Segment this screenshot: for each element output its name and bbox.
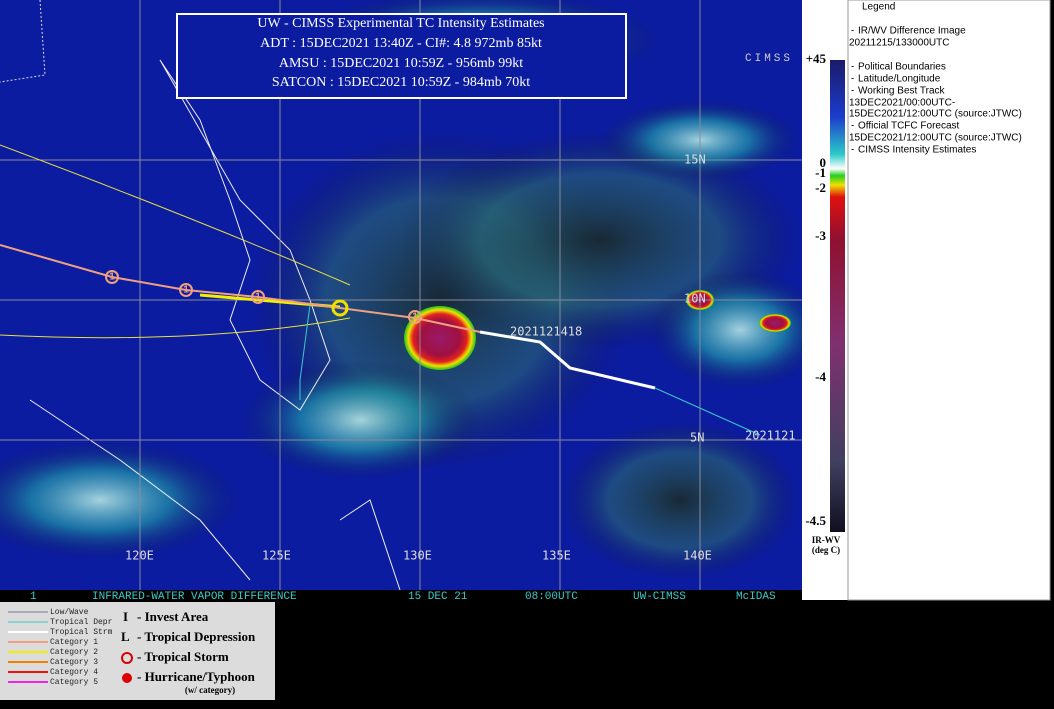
lon-label: 140E xyxy=(683,549,712,563)
side-legend-item: 13DEC2021/00:00UTC- xyxy=(849,98,955,109)
track-marker xyxy=(251,290,265,304)
side-legend-dash: - xyxy=(851,62,854,73)
side-legend-item: 15DEC2021/12:00UTC (source:JTWC) xyxy=(849,109,1022,120)
track-marker-label: 1 xyxy=(412,312,418,323)
key-glyph xyxy=(122,673,132,683)
header-box: UW - CIMSS Experimental TC Intensity Est… xyxy=(176,13,627,99)
key-glyph: L xyxy=(121,629,130,644)
track-marker xyxy=(179,283,193,297)
lat-label: 15N xyxy=(684,153,706,167)
track-marker xyxy=(408,310,422,324)
colorbar xyxy=(830,60,845,532)
key-glyph xyxy=(121,652,133,664)
footer-source: UW-CIMSS xyxy=(633,591,686,603)
colorbar-label: 0 xyxy=(820,155,827,170)
track-marker xyxy=(105,270,119,284)
lat-label: 10N xyxy=(684,292,706,306)
side-legend-title: Legend xyxy=(862,2,895,13)
key-symbol-label: - Tropical Storm xyxy=(137,649,229,664)
lon-label: 120E xyxy=(125,549,154,563)
track-marker-label: 1 xyxy=(183,285,189,296)
side-legend-dash: - xyxy=(851,86,854,97)
colorbar-label: +45 xyxy=(806,51,827,66)
side-legend-item: IR/WV Difference Image xyxy=(858,26,966,37)
track-label: 2021121418 xyxy=(510,325,582,339)
track-marker-label: 1 xyxy=(255,292,261,303)
footer-bar xyxy=(0,590,802,602)
colorbar-label: -1 xyxy=(815,165,826,180)
side-legend-item: Working Best Track xyxy=(858,86,946,97)
colorbar-label: -4.5 xyxy=(805,513,826,528)
header-line: AMSU : 15DEC2021 10:59Z - 956mb 99kt xyxy=(279,56,523,71)
key-line-label: Category 3 xyxy=(50,658,98,667)
key-line-label: Tropical Depr xyxy=(50,618,113,627)
header-line: SATCON : 15DEC2021 10:59Z - 984mb 70kt xyxy=(272,75,530,90)
side-legend xyxy=(847,0,1051,601)
footer-frame: 1 xyxy=(30,591,37,603)
key-glyph: I xyxy=(123,609,128,624)
key-line-label: Category 5 xyxy=(50,678,98,687)
side-legend-items: - IR/WV Difference Image20211215/133000UT… xyxy=(849,26,1022,156)
lat-label: 5N xyxy=(690,431,704,445)
key-symbol-label: - Tropical Depression xyxy=(137,629,256,644)
footer-product: INFRARED-WATER VAPOR DIFFERENCE xyxy=(92,591,297,603)
footer-system: McIDAS xyxy=(736,591,776,603)
track-label: 2021121 xyxy=(745,429,796,443)
footer-time: 08:00UTC xyxy=(525,591,578,603)
colorbar-label: -4 xyxy=(815,369,826,384)
key-line-label: Low/Wave xyxy=(50,608,89,617)
side-legend-item: Latitude/Longitude xyxy=(858,74,941,85)
key-line-label: Category 2 xyxy=(50,648,98,657)
track-marker-label: 1 xyxy=(109,272,115,283)
header-line: ADT : 15DEC2021 13:40Z - CI#: 4.8 972mb … xyxy=(260,36,542,51)
colorbar-label: -2 xyxy=(815,180,826,195)
key-line-label: Category 1 xyxy=(50,638,98,647)
tracks xyxy=(0,144,761,436)
side-legend-item: 15DEC2021/12:00UTC (source:JTWC) xyxy=(849,133,1022,144)
side-legend-dash: - xyxy=(851,26,854,37)
colorbar-unit: (deg C) xyxy=(812,545,840,555)
key-symbol-label: - Invest Area xyxy=(137,609,209,624)
track-markers: 1 1 1 1 xyxy=(105,270,422,324)
colorbar-label: -3 xyxy=(815,228,826,243)
key-symbol-label: - Hurricane/Typhoon xyxy=(137,669,256,684)
side-legend-item: Official TCFC Forecast xyxy=(858,121,960,132)
key-note: (w/ category) xyxy=(185,685,235,695)
lon-label: 130E xyxy=(403,549,432,563)
side-legend-item: CIMSS Intensity Estimates xyxy=(858,145,976,156)
key-line-label: Category 4 xyxy=(50,668,98,677)
lon-label: 125E xyxy=(262,549,291,563)
key-line-label: Tropical Strm xyxy=(50,628,113,637)
header-title: UW - CIMSS Experimental TC Intensity Est… xyxy=(257,16,544,31)
side-legend-item: Political Boundaries xyxy=(858,62,946,73)
side-legend-dash: - xyxy=(851,121,854,132)
colorbar-unit: IR-WV xyxy=(812,535,841,545)
side-legend-dash: - xyxy=(851,145,854,156)
side-legend-dash: - xyxy=(851,74,854,85)
logo: CIMSS xyxy=(745,53,793,65)
side-legend-item: 20211215/133000UTC xyxy=(849,38,949,49)
footer-date: 15 DEC 21 xyxy=(408,591,468,603)
storm-symbol xyxy=(331,299,349,317)
lon-label: 135E xyxy=(542,549,571,563)
